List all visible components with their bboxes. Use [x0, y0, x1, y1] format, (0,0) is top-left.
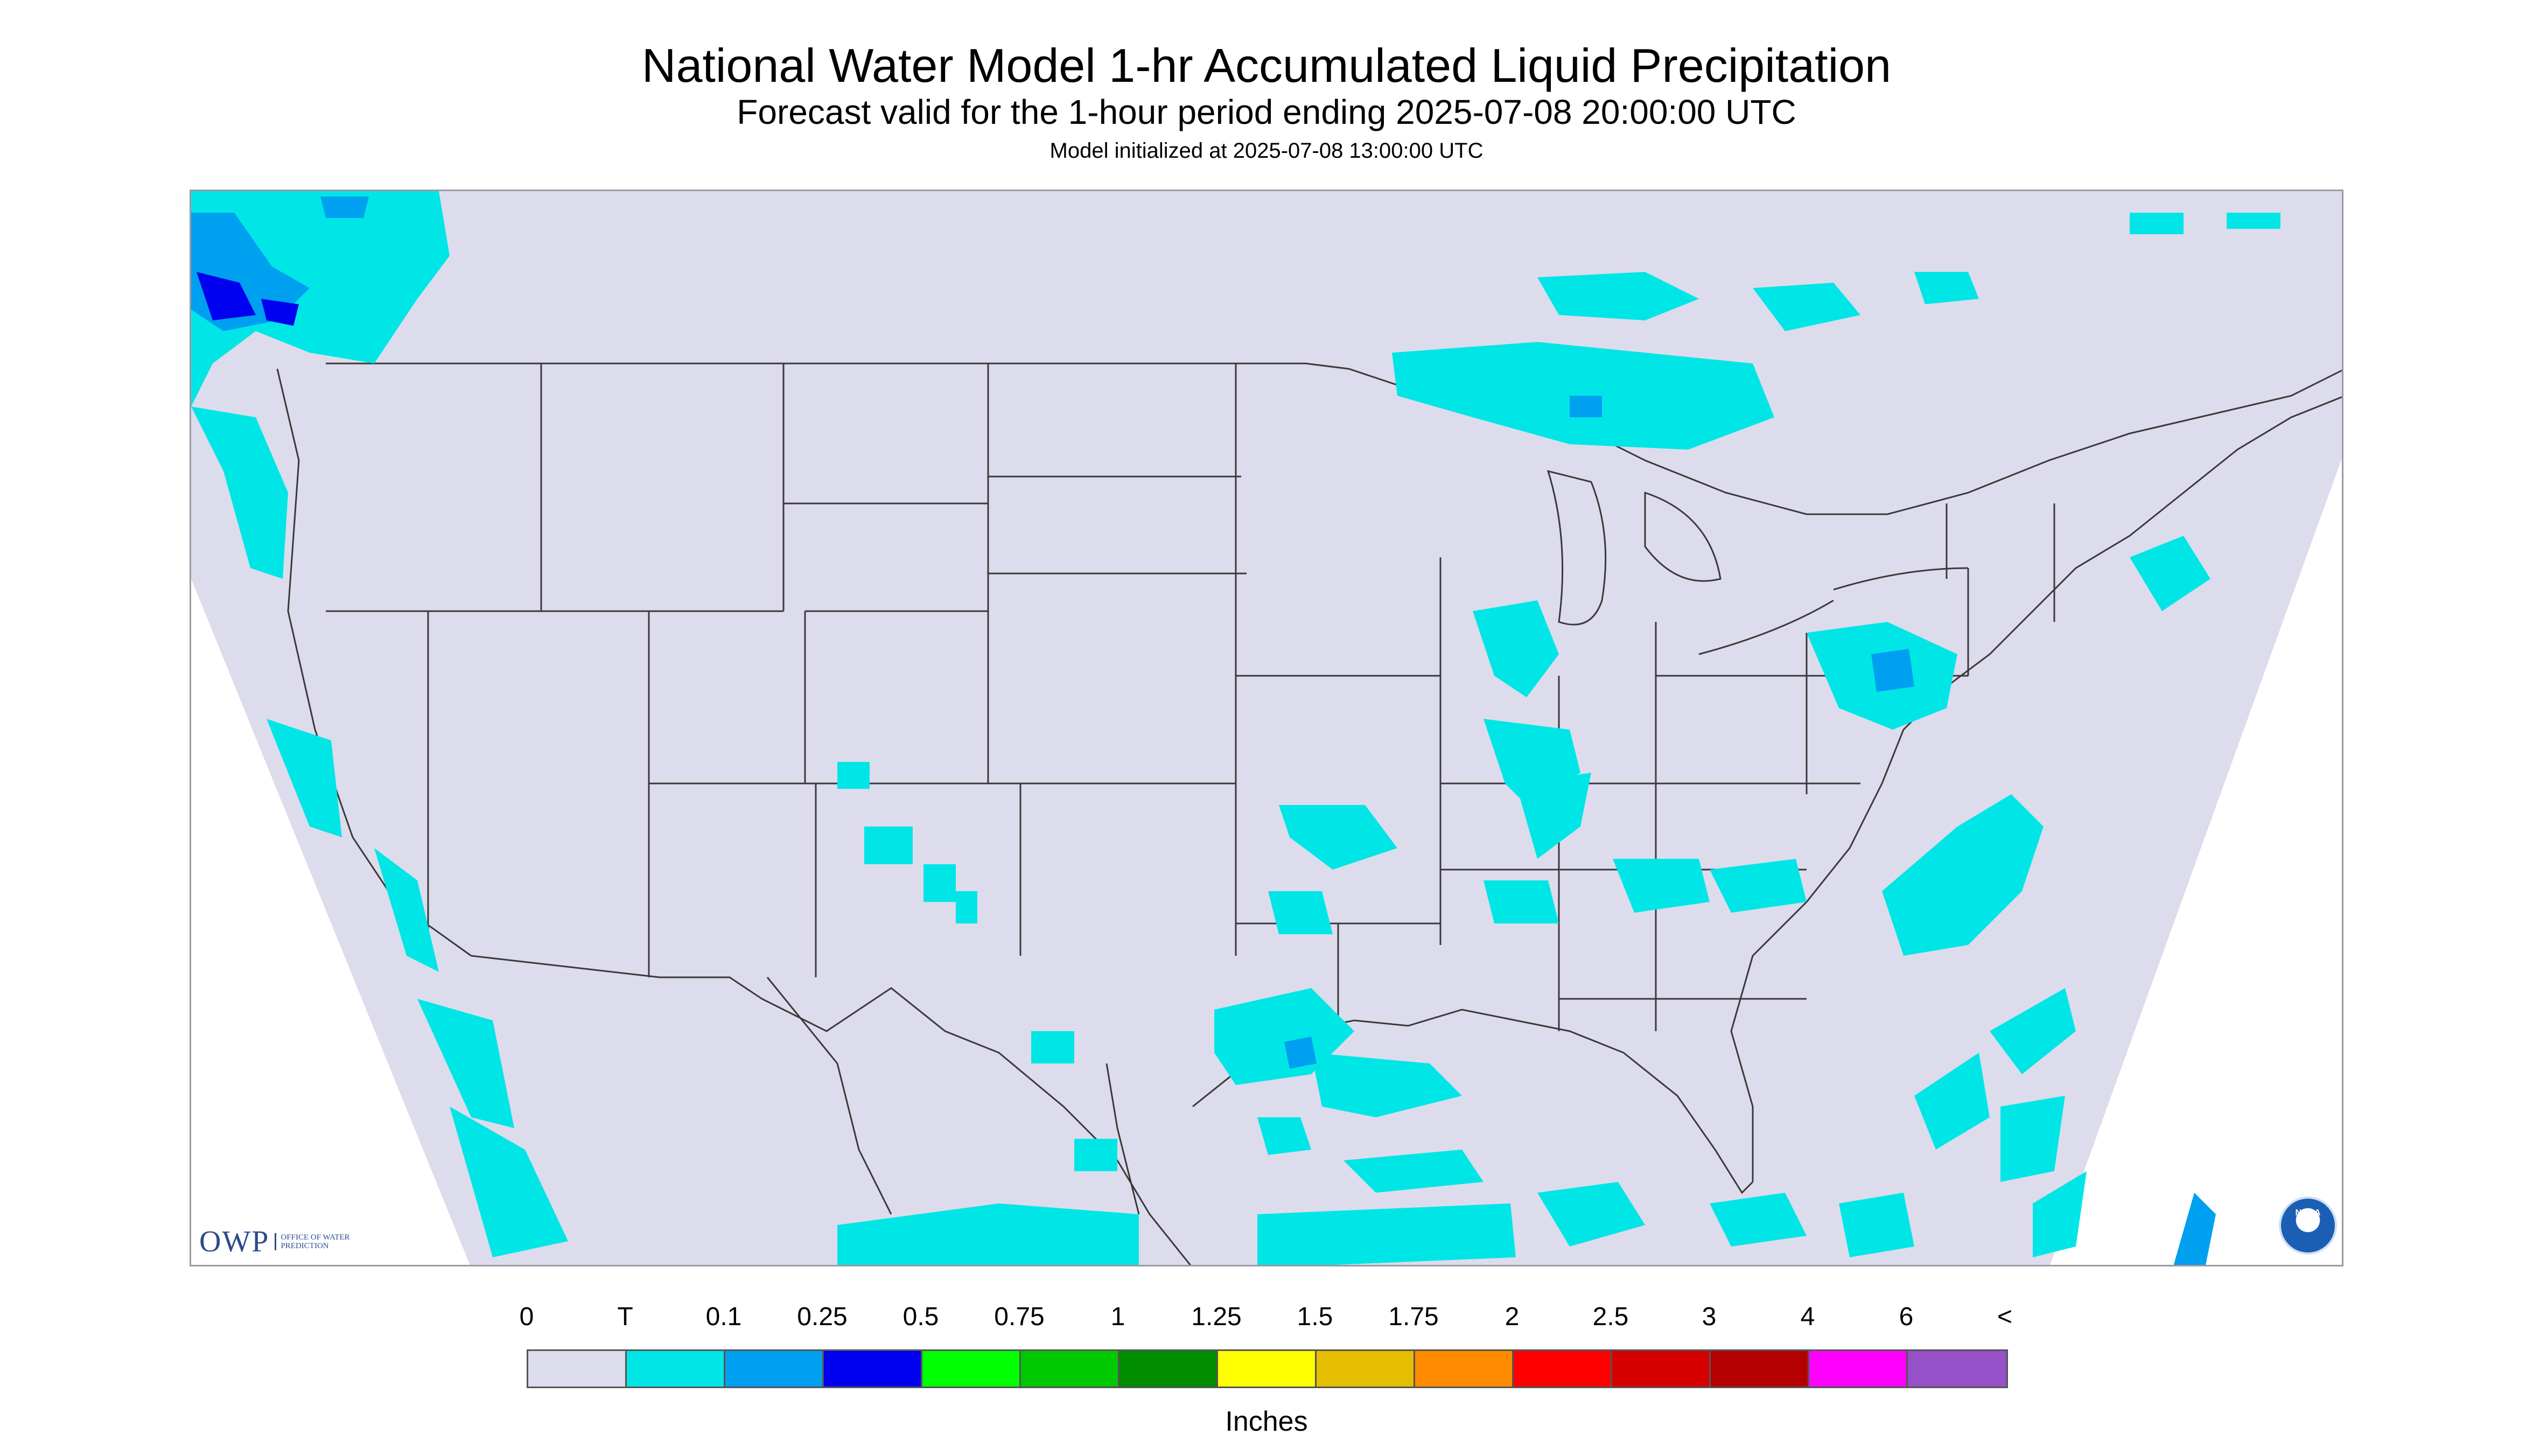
legend-label: 0.25 [797, 1303, 848, 1331]
legend-swatch [1415, 1351, 1514, 1387]
noaa-logo-text: NOAA [2295, 1208, 2321, 1217]
legend-label: 1.25 [1191, 1303, 1242, 1331]
precipitation-heavy [197, 272, 299, 326]
legend-label: 0.5 [902, 1303, 939, 1331]
legend-label: 3 [1702, 1303, 1717, 1331]
legend-swatch [1218, 1351, 1317, 1387]
legend-label: 1.5 [1297, 1303, 1333, 1331]
legend-label: 0.1 [705, 1303, 742, 1331]
legend-labels: 0 T 0.1 0.25 0.5 0.75 1 1.25 1.5 1.75 2 … [0, 1302, 2533, 1334]
legend-swatch [824, 1351, 922, 1387]
legend-swatch [1021, 1351, 1119, 1387]
model-domain [191, 191, 2342, 1265]
legend-label: 0 [519, 1303, 534, 1331]
legend-label: 2.5 [1592, 1303, 1629, 1331]
legend-swatch [1809, 1351, 1908, 1387]
owp-logo: OWP OFFICE OF WATER PREDICTION [199, 1220, 356, 1263]
map-svg [191, 191, 2342, 1265]
legend-units-label: Inches [1225, 1406, 1308, 1437]
legend-swatch [1711, 1351, 1809, 1387]
legend-swatch [1514, 1351, 1612, 1387]
map-title: National Water Model 1-hr Accumulated Li… [641, 39, 1892, 92]
legend-swatch [528, 1351, 627, 1387]
legend-swatch [1317, 1351, 1415, 1387]
legend-label: 4 [1800, 1303, 1815, 1331]
legend-label: 2 [1505, 1303, 1520, 1331]
legend-label: 1.75 [1388, 1303, 1439, 1331]
legend-swatch [627, 1351, 725, 1387]
legend-swatch [1119, 1351, 1218, 1387]
legend-swatch [1612, 1351, 1711, 1387]
owp-logo-text: OWP [199, 1225, 270, 1258]
forecast-valid-subtitle: Forecast valid for the 1-hour period end… [737, 93, 1796, 131]
legend-label: 1 [1110, 1303, 1125, 1331]
legend-swatch [1908, 1351, 2006, 1387]
owp-logo-subtext: OFFICE OF WATER PREDICTION [275, 1233, 356, 1250]
legend-label: < [1997, 1303, 2013, 1331]
noaa-logo: NOAA [2281, 1199, 2335, 1252]
legend-swatch [725, 1351, 824, 1387]
legend-label: 0.75 [994, 1303, 1045, 1331]
legend-swatch [922, 1351, 1021, 1387]
legend-label: 6 [1899, 1303, 1914, 1331]
precipitation-map[interactable] [190, 190, 2343, 1266]
legend-label: T [617, 1303, 633, 1331]
precipitation-light [191, 191, 2280, 1265]
legend-colorbar [527, 1349, 2008, 1388]
model-init-label: Model initialized at 2025-07-08 13:00:00… [1049, 139, 1484, 163]
